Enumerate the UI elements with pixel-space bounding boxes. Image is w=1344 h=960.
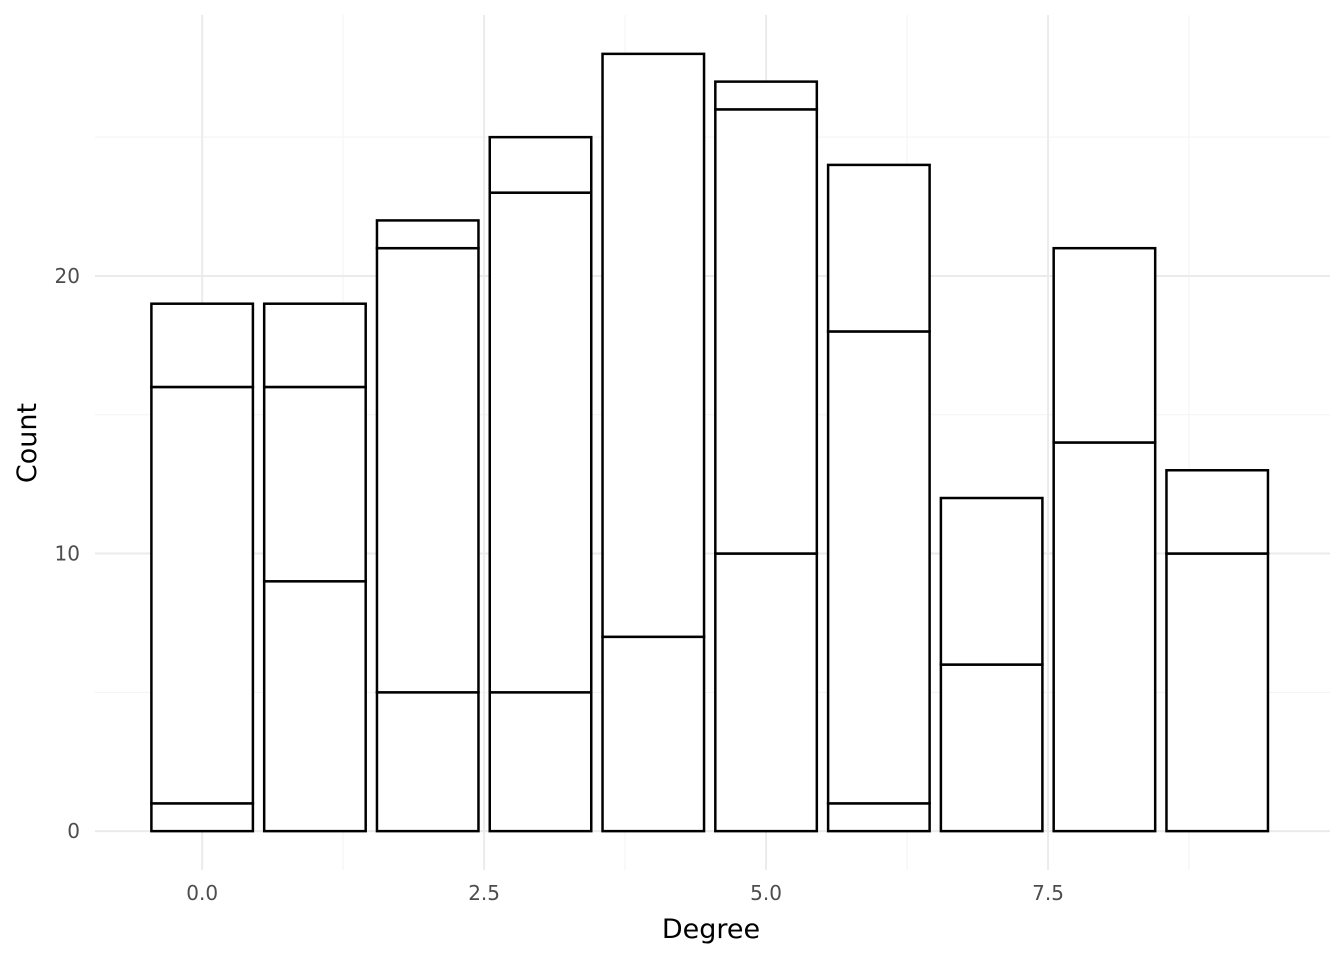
bar — [150, 302, 255, 833]
bar — [714, 80, 819, 833]
bar-segment — [939, 496, 1044, 666]
bar-segment — [1165, 552, 1270, 833]
bar-segment — [375, 246, 480, 694]
x-tick-label: 7.5 — [1032, 881, 1064, 905]
bar-segment — [375, 691, 480, 833]
bar-segment — [826, 163, 931, 333]
bar-segment — [1052, 441, 1157, 833]
bar-segment — [601, 52, 706, 639]
bar-segment — [826, 330, 931, 805]
y-tick-label: 10 — [55, 542, 80, 566]
bar-segment — [714, 108, 819, 555]
x-axis-title: Degree — [662, 914, 760, 945]
x-axis-ticks: 0.0 2.5 5.0 7.5 — [186, 881, 1064, 905]
x-tick-label: 2.5 — [468, 881, 500, 905]
bar-segment — [488, 135, 593, 194]
y-axis-ticks: 0 10 20 — [55, 264, 80, 843]
bar-segment — [262, 580, 367, 833]
bar — [601, 52, 706, 833]
bar-segment — [150, 302, 255, 389]
bar-segment — [150, 802, 255, 833]
bar-segment — [488, 191, 593, 694]
bar — [1052, 246, 1157, 833]
bar-segment — [262, 302, 367, 389]
bar — [262, 302, 367, 833]
bar-segment — [714, 80, 819, 111]
y-axis-title: Count — [12, 403, 43, 483]
bar-segment — [375, 219, 480, 250]
y-tick-label: 0 — [67, 819, 80, 843]
bar-segment — [1052, 246, 1157, 444]
bar-segment — [1165, 469, 1270, 555]
bar-segment — [714, 552, 819, 833]
bars — [150, 52, 1270, 833]
bar-segment — [601, 635, 706, 833]
bar-segment — [939, 663, 1044, 833]
bar-segment — [826, 802, 931, 833]
bar-segment — [488, 691, 593, 833]
bar — [826, 163, 931, 833]
bar-segment — [262, 385, 367, 583]
x-tick-label: 5.0 — [750, 881, 782, 905]
x-tick-label: 0.0 — [186, 881, 218, 905]
bar — [375, 219, 480, 833]
y-tick-label: 20 — [55, 264, 80, 288]
bar — [1165, 469, 1270, 833]
bar — [488, 135, 593, 833]
bar — [939, 496, 1044, 833]
bar-segment — [150, 385, 255, 805]
